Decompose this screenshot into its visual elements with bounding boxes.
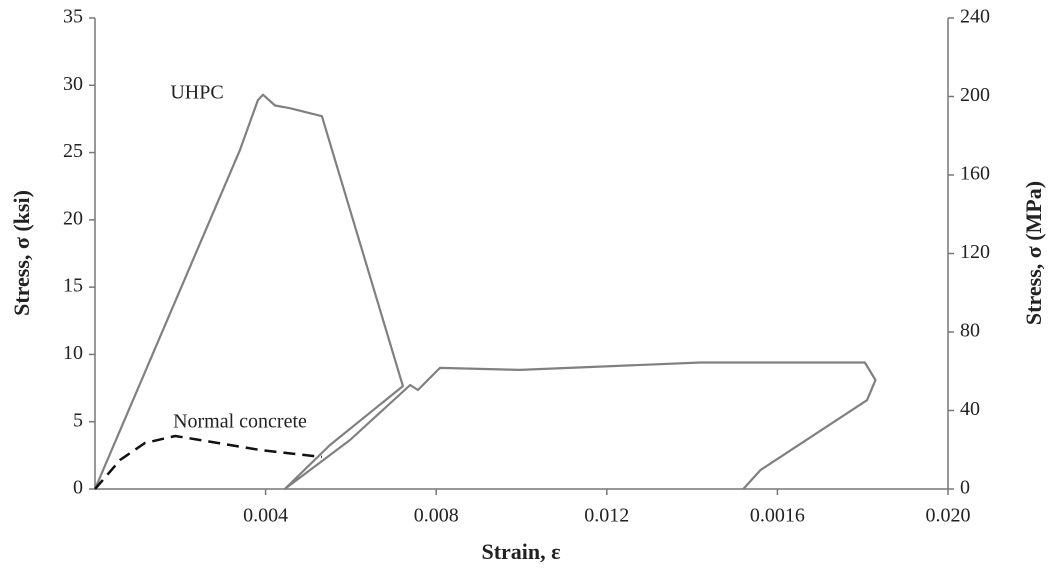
y-axis-title: Stress, σ (ksi): [9, 190, 34, 316]
y-tick-label: 25: [63, 140, 83, 162]
x-tick-label: 0.004: [243, 505, 288, 527]
x-tick-label: 0.012: [584, 505, 629, 527]
y2-tick-label: 240: [960, 6, 990, 28]
series-label: UHPC: [170, 82, 223, 104]
y-tick-label: 20: [63, 207, 83, 229]
x-tick-label: 0.008: [414, 505, 459, 527]
x-axis-title: Strain, ε: [481, 539, 560, 564]
x-tick-label: 0.020: [926, 505, 971, 527]
y-tick-label: 35: [63, 6, 83, 28]
y-tick-label: 15: [63, 275, 83, 297]
y2-tick-label: 200: [960, 84, 990, 106]
series-label: Normal concrete: [173, 411, 307, 433]
y2-axis-title: Stress, σ (MPa): [1021, 181, 1046, 325]
y2-tick-label: 160: [960, 163, 990, 185]
y2-tick-label: 120: [960, 241, 990, 263]
y-tick-label: 10: [63, 342, 83, 364]
y2-tick-label: 80: [960, 320, 980, 342]
series-line: [94, 434, 323, 490]
y-tick-label: 0: [73, 477, 83, 499]
y-tick-label: 30: [63, 73, 83, 95]
y-tick-label: 5: [73, 409, 83, 431]
series-line: [93, 93, 877, 491]
y2-tick-label: 0: [960, 477, 970, 499]
x-tick-label: 0.0016: [750, 505, 805, 527]
y2-tick-label: 40: [960, 398, 980, 420]
